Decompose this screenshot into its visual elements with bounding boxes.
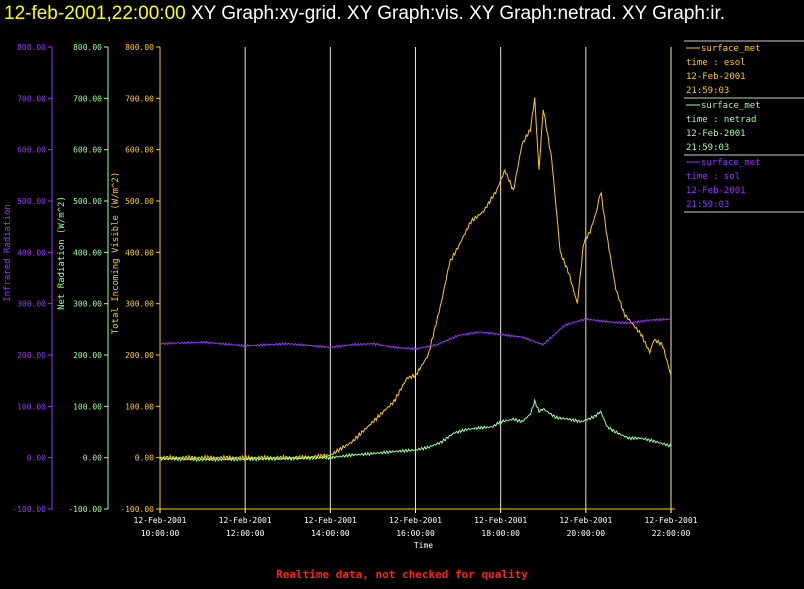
netrad-tick-label: 500.00	[73, 197, 102, 206]
legend-time: 21:59:03	[686, 143, 729, 153]
x-tick-date: 12-Feb-2001	[304, 516, 357, 525]
netrad-tick-label: 200.00	[73, 351, 102, 360]
ir-tick-label: 600.00	[17, 146, 46, 155]
netrad-series-line	[159, 398, 672, 463]
netrad-tick-label: 800.00	[73, 43, 102, 52]
x-tick-date: 12-Feb-2001	[645, 516, 698, 525]
ir-tick-label: 800.00	[17, 43, 46, 52]
legend-line-name: surface_met	[701, 158, 761, 168]
ir-tick-label: 400.00	[17, 248, 46, 257]
window-title: 12-feb-2001,22:00:00 XY Graph:xy-grid. X…	[4, 3, 725, 25]
ir-tick-label: 500.00	[17, 197, 46, 206]
x-tick-date: 12-Feb-2001	[389, 516, 442, 525]
ir-tick-label: -100.00	[12, 505, 46, 514]
quality-notice: Realtime data, not checked for quality	[276, 568, 528, 581]
vis-tick-label: 600.00	[125, 146, 154, 155]
vis-tick-label: 200.00	[125, 351, 154, 360]
vis-tick-label: 0.00	[135, 454, 154, 463]
vis-tick-label: 700.00	[125, 94, 154, 103]
legend-date: 12-Feb-2001	[686, 186, 746, 196]
x-axis-label: Time	[414, 541, 433, 550]
legend-time: 21:59:03	[686, 200, 729, 210]
vis-tick-label: 300.00	[125, 300, 154, 309]
ir-tick-label: 300.00	[17, 300, 46, 309]
vis-tick-label: 100.00	[125, 402, 154, 411]
x-tick-time: 14:00:00	[311, 529, 350, 538]
x-tick-time: 10:00:00	[141, 529, 180, 538]
legend-variable: time : netrad	[686, 115, 756, 125]
x-tick-time: 20:00:00	[567, 529, 606, 538]
netrad-tick-label: 0.00	[83, 454, 102, 463]
ir-series-line	[159, 317, 672, 351]
x-tick-date: 12-Feb-2001	[474, 516, 527, 525]
netrad-tick-label: -100.00	[68, 505, 102, 514]
ir-tick-label: 700.00	[17, 94, 46, 103]
x-tick-time: 16:00:00	[396, 529, 435, 538]
legend-line-name: surface_met	[701, 101, 761, 111]
legend-date: 12-Feb-2001	[686, 129, 746, 139]
x-tick-time: 18:00:00	[481, 529, 520, 538]
netrad-axis-label: Net Radiation (W/m^2)	[57, 196, 67, 310]
netrad-tick-label: 600.00	[73, 146, 102, 155]
vis-tick-label: 500.00	[125, 197, 154, 206]
title-timestamp: 12-feb-2001,22:00:00	[4, 3, 186, 24]
ir-axis-label: Infrared Radiation	[3, 204, 13, 302]
netrad-tick-label: 700.00	[73, 94, 102, 103]
x-tick-time: 12:00:00	[226, 529, 265, 538]
x-tick-date: 12-Feb-2001	[219, 516, 272, 525]
vis-tick-label: 800.00	[125, 43, 154, 52]
x-tick-date: 12-Feb-2001	[134, 516, 187, 525]
x-tick-time: 22:00:00	[652, 529, 691, 538]
legend-variable: time : sol	[686, 172, 740, 182]
netrad-tick-label: 100.00	[73, 402, 102, 411]
netrad-tick-label: 400.00	[73, 248, 102, 257]
title-graphs: XY Graph:xy-grid. XY Graph:vis. XY Graph…	[191, 3, 726, 24]
vis-axis-label: Total Incoming Visible (W/m^2)	[111, 172, 121, 335]
netrad-tick-label: 300.00	[73, 300, 102, 309]
ir-tick-label: 200.00	[17, 351, 46, 360]
legend-variable: time : esol	[686, 58, 746, 68]
vis-series-line	[159, 97, 672, 462]
vis-tick-label: 400.00	[125, 248, 154, 257]
x-tick-date: 12-Feb-2001	[559, 516, 612, 525]
ir-tick-label: 100.00	[17, 402, 46, 411]
legend-line-name: surface_met	[701, 44, 761, 54]
legend-time: 21:59:03	[686, 86, 729, 96]
vis-tick-label: -100.00	[120, 505, 154, 514]
legend-date: 12-Feb-2001	[686, 72, 746, 82]
ir-tick-label: 0.00	[27, 454, 46, 463]
